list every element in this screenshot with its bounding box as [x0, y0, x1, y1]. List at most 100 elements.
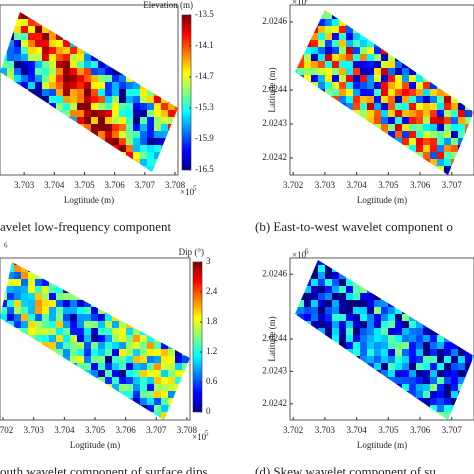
raster-cell — [84, 26, 91, 33]
raster-cell — [339, 391, 346, 398]
raster-cell — [346, 391, 353, 398]
raster-cell — [465, 40, 472, 47]
raster-cell — [147, 159, 154, 166]
raster-cell — [423, 412, 430, 419]
raster-cell — [49, 166, 56, 172]
raster-cell — [119, 145, 126, 152]
raster-cell — [56, 75, 63, 82]
raster-cell — [161, 405, 168, 412]
raster-cell — [311, 377, 318, 384]
raster-cell — [0, 328, 7, 335]
raster-cell — [374, 26, 381, 33]
raster-cell — [444, 124, 451, 131]
raster-cell — [21, 131, 28, 138]
raster-cell — [140, 82, 147, 89]
raster-cell — [21, 377, 28, 384]
raster-cell — [77, 412, 84, 419]
raster-cell — [91, 356, 98, 363]
raster-cell — [311, 12, 318, 19]
raster-cell — [388, 89, 395, 96]
raster-cell — [154, 384, 161, 391]
raster-cell — [63, 68, 70, 75]
raster-cell — [423, 356, 430, 363]
raster-cell — [77, 47, 84, 54]
raster-cell — [465, 335, 472, 342]
raster-cell — [84, 293, 91, 300]
y-axis-label: Latitude (m) — [267, 316, 277, 361]
raster-cell — [14, 363, 21, 370]
raster-cell — [0, 384, 7, 391]
raster-cell — [168, 314, 175, 321]
raster-cell — [119, 335, 126, 342]
raster-cell — [374, 124, 381, 131]
raster-cell — [98, 370, 105, 377]
raster-cell — [367, 26, 374, 33]
raster-cell — [105, 335, 112, 342]
raster-cell — [339, 82, 346, 89]
raster-cell — [35, 335, 42, 342]
raster-cell — [430, 68, 437, 75]
raster-cell — [311, 75, 318, 82]
raster-cell — [465, 10, 472, 12]
raster-cell — [147, 262, 154, 265]
raster-cell — [7, 384, 14, 391]
raster-cell — [140, 47, 147, 54]
raster-cell — [98, 321, 105, 328]
raster-cell — [360, 12, 367, 19]
raster-cell — [360, 293, 367, 300]
raster-cell — [175, 12, 178, 19]
raster-cell — [21, 40, 28, 47]
raster — [0, 12, 178, 180]
x-tick-label: 3.705 — [74, 180, 95, 190]
raster-cell — [444, 398, 451, 405]
raster-cell — [42, 173, 49, 180]
raster-cell — [339, 405, 346, 412]
raster-cell — [430, 33, 437, 40]
raster-cell — [367, 96, 374, 103]
raster-cell — [77, 262, 84, 265]
raster-cell — [430, 47, 437, 54]
raster-cell — [367, 260, 374, 265]
raster-cell — [70, 356, 77, 363]
raster-cell — [395, 370, 402, 377]
raster-cell — [49, 377, 56, 384]
raster-cell — [77, 370, 84, 377]
raster-cell — [161, 47, 168, 54]
raster-cell — [84, 279, 91, 286]
raster-cell — [416, 82, 423, 89]
raster-cell — [318, 412, 325, 419]
raster-cell — [126, 391, 133, 398]
raster-cell — [416, 286, 423, 293]
raster-cell — [339, 33, 346, 40]
raster-cell — [28, 96, 35, 103]
raster-cell — [7, 89, 14, 96]
raster-cell — [353, 145, 360, 152]
raster-cell — [91, 33, 98, 40]
raster-cell — [458, 342, 465, 349]
raster-cell — [339, 377, 346, 384]
raster-cell — [325, 370, 332, 377]
raster-cell — [147, 363, 154, 370]
raster-cell — [353, 314, 360, 321]
raster-cell — [304, 300, 311, 307]
raster-cell — [332, 117, 339, 124]
raster-cell — [182, 384, 189, 391]
raster-cell — [0, 96, 7, 103]
raster-cell — [168, 138, 175, 145]
raster-cell — [42, 145, 49, 152]
raster-cell — [318, 40, 325, 47]
raster-cell — [77, 145, 84, 152]
raster-cell — [105, 40, 112, 47]
raster-cell — [339, 96, 346, 103]
raster-cell — [21, 82, 28, 89]
raster-cell — [168, 103, 175, 110]
colorbar-tick-label: -13.5 — [195, 9, 214, 19]
raster-cell — [339, 117, 346, 124]
raster-cell — [147, 12, 154, 19]
raster-cell — [416, 384, 423, 391]
raster-cell — [63, 377, 70, 384]
raster-cell — [126, 412, 133, 419]
raster-cell — [437, 166, 444, 173]
y-tick-label: 2.0242 — [262, 152, 287, 162]
raster-cell — [77, 96, 84, 103]
